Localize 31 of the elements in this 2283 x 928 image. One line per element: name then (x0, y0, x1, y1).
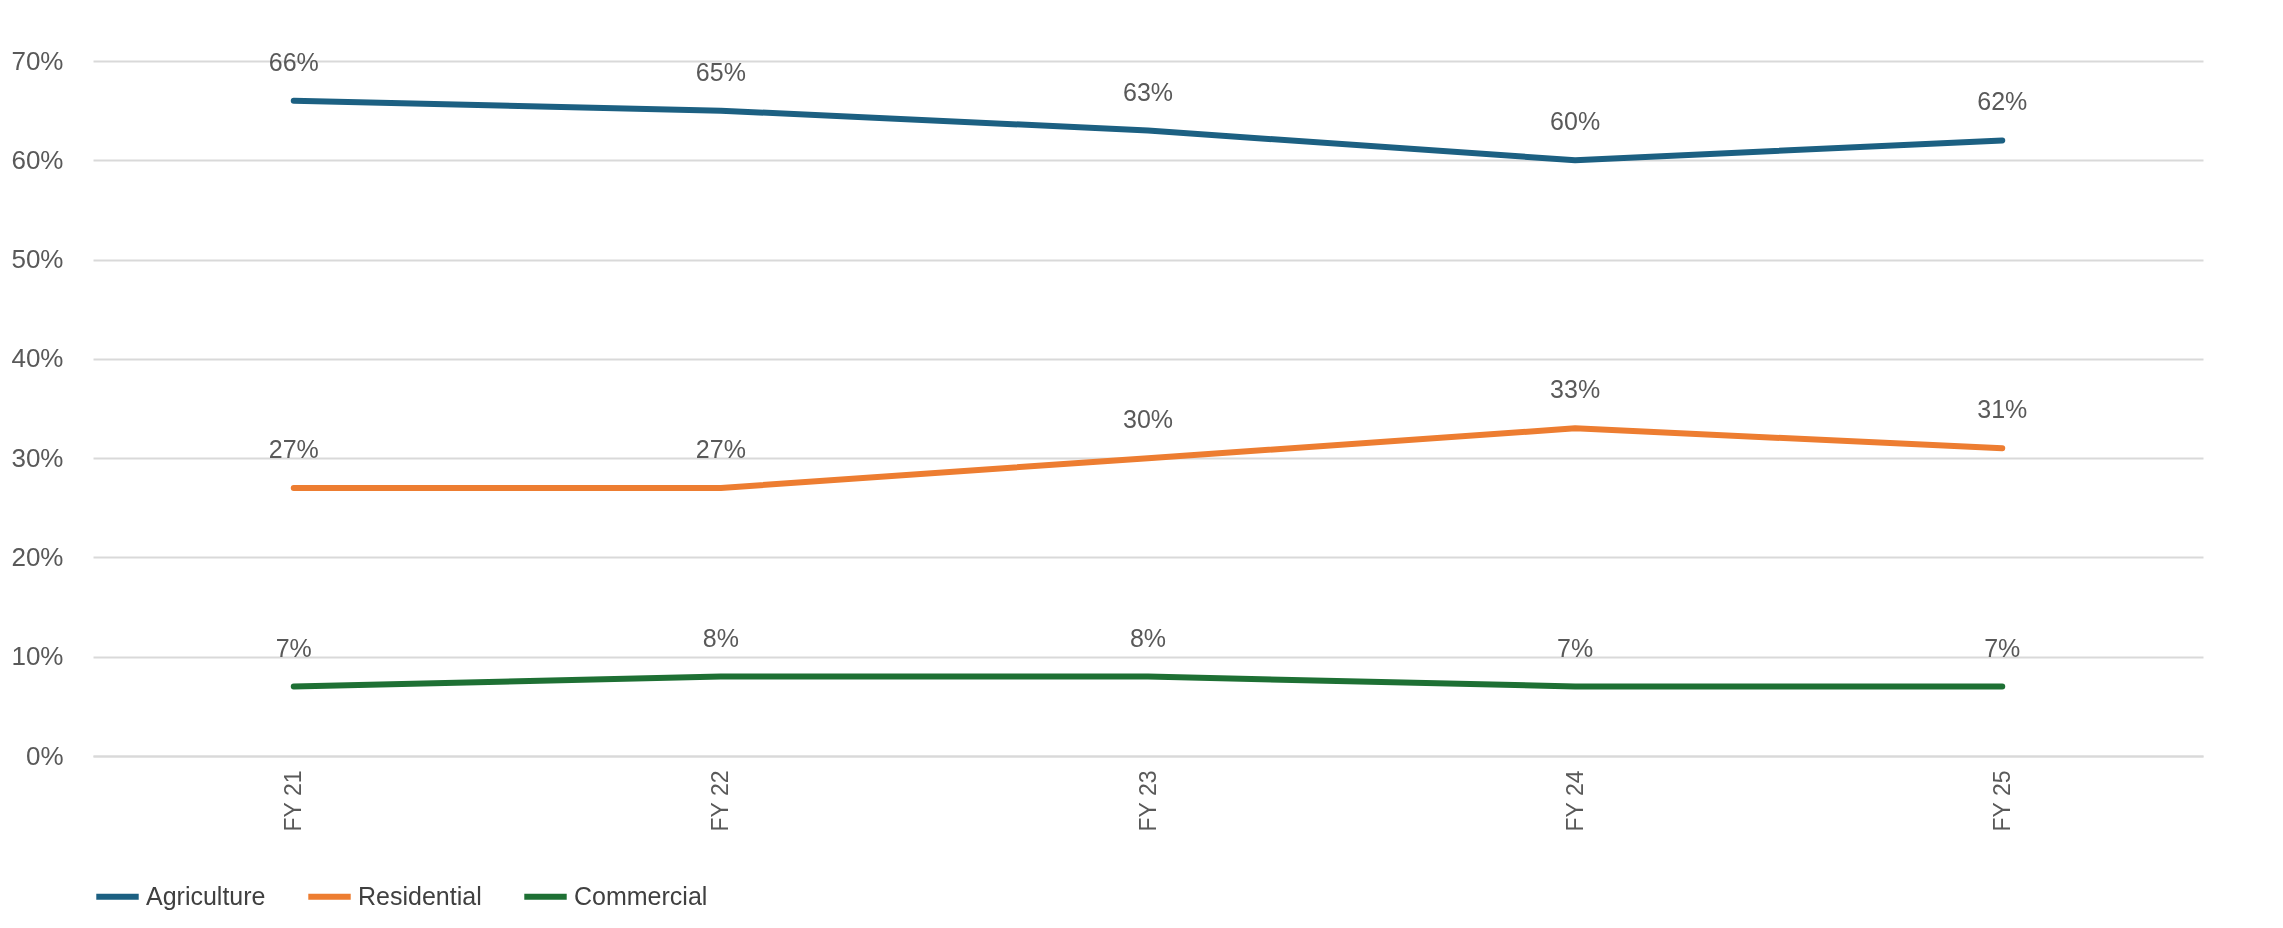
data-label: 31% (1977, 395, 2028, 424)
data-label: 27% (268, 434, 319, 463)
data-label: 8% (1129, 623, 1167, 652)
data-label: 66% (268, 47, 319, 76)
data-label: 60% (1550, 107, 1601, 136)
y-tick-label: 60% (11, 144, 64, 175)
y-tick-label: 50% (11, 244, 64, 275)
y-tick-label: 0% (25, 740, 64, 771)
data-label: 27% (695, 434, 746, 463)
data-label: 8% (702, 623, 739, 652)
x-tick-label: FY 22 (707, 770, 734, 832)
data-label: 7% (1984, 633, 2021, 662)
y-tick-label: 10% (11, 641, 64, 672)
y-tick-label: 30% (11, 442, 64, 473)
data-label: 63% (1122, 77, 1174, 106)
x-tick-label: FY 24 (1561, 770, 1588, 832)
x-tick-label: FY 21 (280, 770, 307, 832)
legend-label: Commercial (574, 881, 708, 910)
legend-label: Residential (358, 881, 482, 910)
data-label: 65% (695, 57, 746, 86)
legend-label: Agriculture (146, 881, 266, 910)
data-label: 30% (1122, 405, 1174, 434)
data-label: 7% (1557, 633, 1594, 662)
x-tick-label: FY 23 (1134, 770, 1161, 832)
data-label: 62% (1977, 87, 2028, 116)
x-tick-label: FY 25 (1988, 770, 2015, 832)
y-tick-label: 70% (11, 45, 64, 76)
data-label: 7% (275, 633, 312, 662)
y-tick-label: 40% (11, 343, 64, 374)
data-label: 33% (1550, 375, 1601, 404)
y-tick-label: 20% (11, 541, 64, 572)
